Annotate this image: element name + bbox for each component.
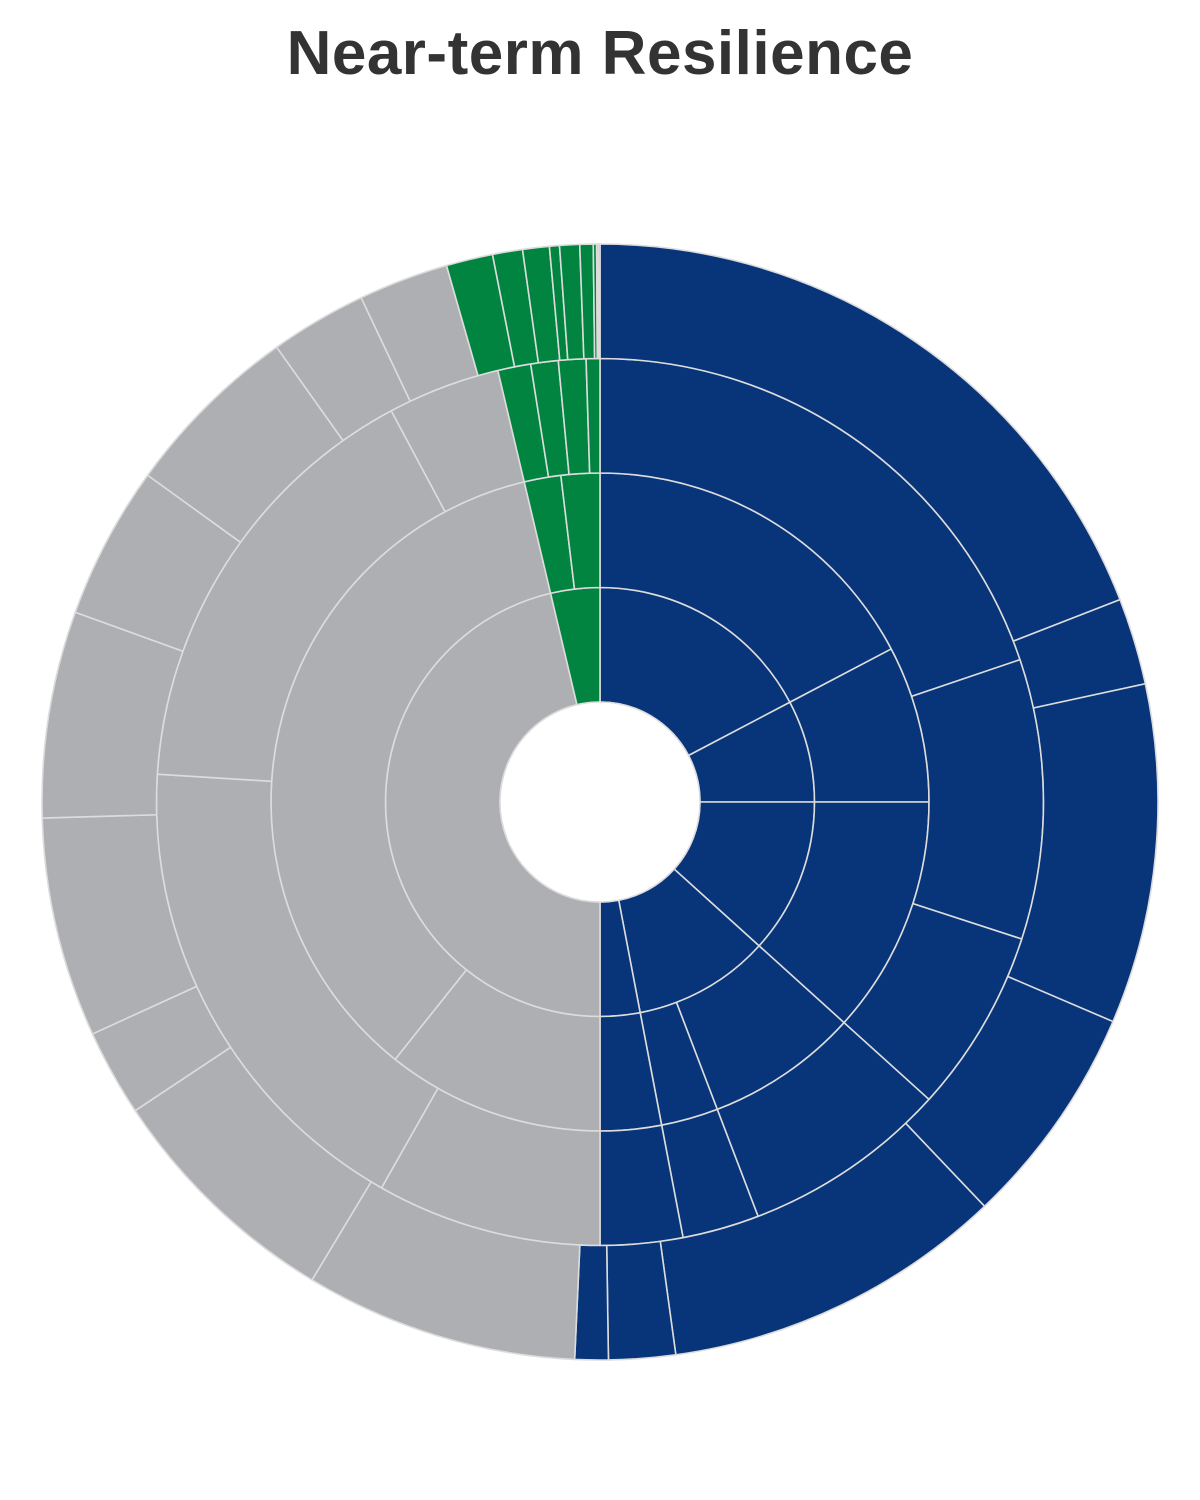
ring-4-segment-25	[598, 244, 600, 359]
center-hole	[500, 702, 700, 902]
ring-3-segment-2	[912, 660, 1044, 939]
